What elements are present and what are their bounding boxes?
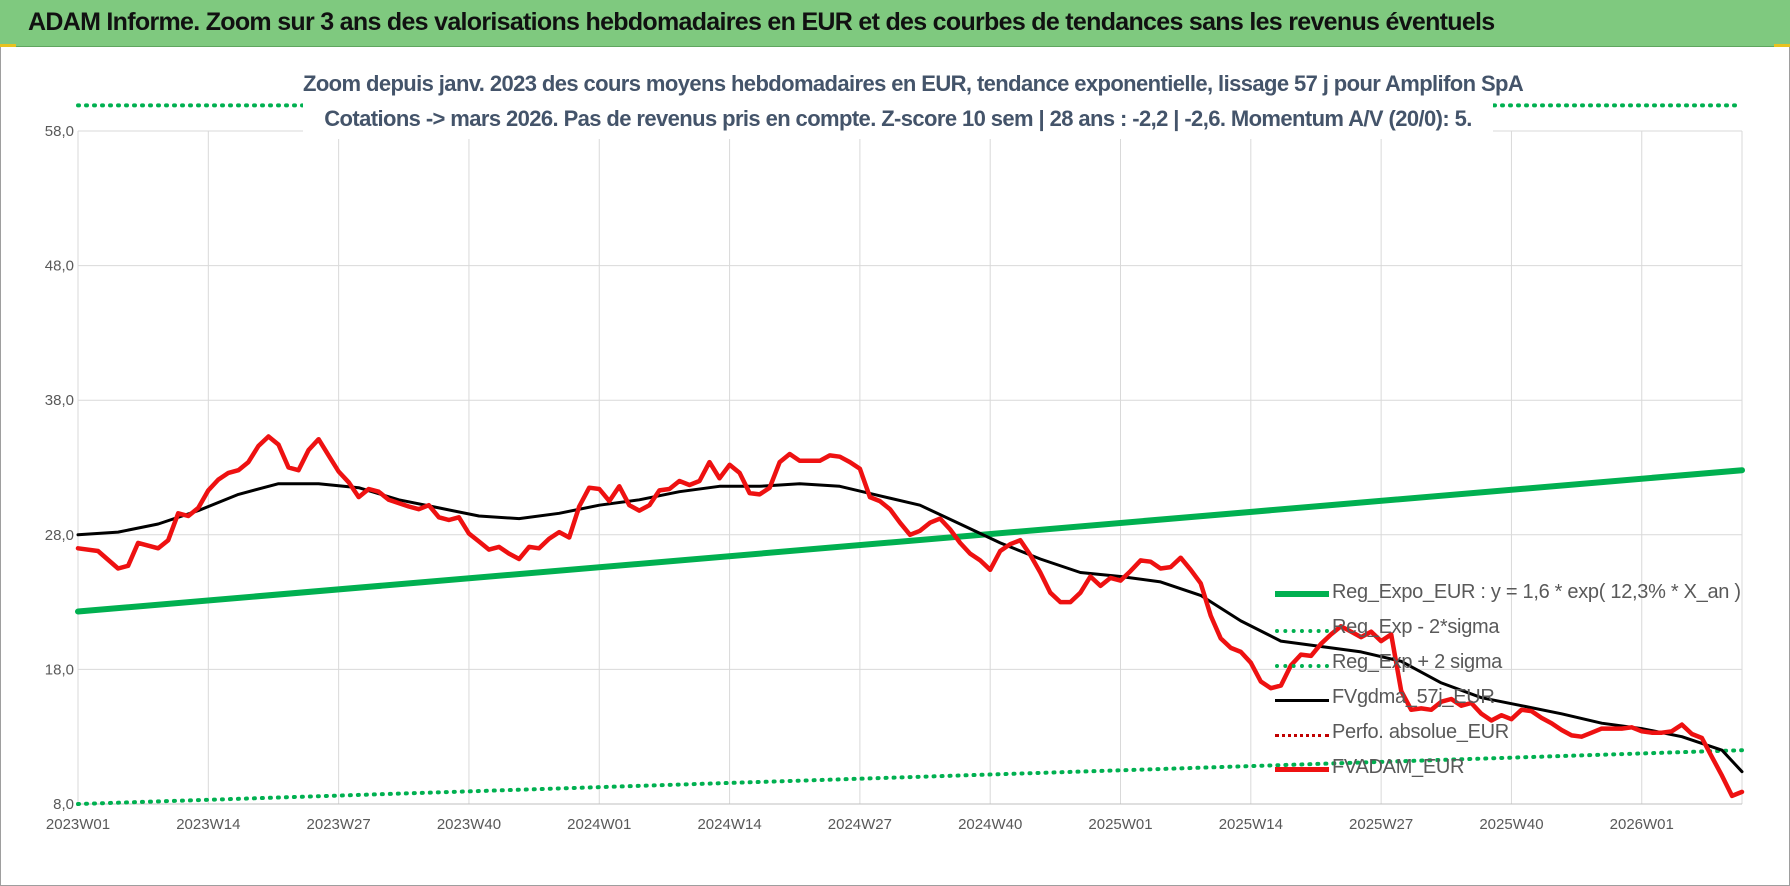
corner-mark-right: [1774, 44, 1790, 47]
y-tick-label: 38,0: [45, 392, 74, 409]
y-tick-label: 18,0: [45, 661, 74, 678]
legend-label-fvgdma: FVgdma_57j_EUR: [1332, 686, 1495, 708]
x-tick-label: 2024W01: [567, 816, 631, 833]
legend-item-reg-minus: Reg_Exp - 2*sigma: [1271, 613, 1741, 648]
legend-item-reg-expo: Reg_Expo_EUR : y = 1,6 * exp( 12,3% * X_…: [1271, 578, 1741, 613]
legend-item-reg-plus: Reg_Exp + 2 sigma: [1271, 648, 1741, 683]
legend-swatch-fvadam: [1275, 767, 1329, 772]
legend-swatch-reg-minus: [1275, 629, 1329, 633]
series-line-5: [75, 434, 1745, 799]
y-tick-label: 48,0: [45, 258, 74, 275]
legend-label-fvadam: FVADAM_EUR: [1332, 756, 1465, 778]
legend-swatch-fvgdma: [1275, 699, 1329, 702]
x-tick-label: 2024W14: [697, 816, 761, 833]
x-tick-label: 2023W40: [437, 816, 501, 833]
legend-item-fvgdma: FVgdma_57j_EUR: [1271, 683, 1741, 718]
x-tick-label: 2024W27: [828, 816, 892, 833]
page-header: ADAM Informe. Zoom sur 3 ans des valoris…: [0, 0, 1790, 47]
legend-swatch-reg-expo: [1275, 591, 1329, 597]
y-tick-label: 58,0: [45, 123, 74, 140]
chart-legend: Reg_Expo_EUR : y = 1,6 * exp( 12,3% * X_…: [1271, 578, 1741, 788]
legend-label-reg-expo: Reg_Expo_EUR : y = 1,6 * exp( 12,3% * X_…: [1332, 581, 1741, 603]
page-title: ADAM Informe. Zoom sur 3 ans des valoris…: [28, 8, 1495, 36]
series-line-3: [76, 482, 1744, 774]
legend-swatch-perfo: [1275, 734, 1329, 737]
corner-mark-left: [0, 44, 16, 47]
x-tick-label: 2025W01: [1088, 816, 1152, 833]
legend-label-reg-minus: Reg_Exp - 2*sigma: [1332, 616, 1500, 638]
x-tick-label: 2023W01: [46, 816, 110, 833]
legend-swatch-reg-plus: [1275, 664, 1329, 668]
x-tick-label: 2025W14: [1219, 816, 1283, 833]
x-tick-label: 2025W27: [1349, 816, 1413, 833]
x-tick-label: 2025W40: [1479, 816, 1543, 833]
series-line-0: [75, 467, 1745, 615]
x-axis-ticks: 2023W01 2023W14 2023W27 2023W40 2024W01 2024W…: [46, 816, 1674, 833]
y-axis-ticks: 8,0 18,0 28,0 38,0 48,0 58,0: [45, 123, 74, 813]
legend-item-perfo: Perfo. absolue_EUR: [1271, 718, 1741, 753]
legend-label-perfo: Perfo. absolue_EUR: [1332, 721, 1509, 743]
x-tick-label: 2023W14: [176, 816, 240, 833]
x-tick-label: 2026W01: [1610, 816, 1674, 833]
chart-subtitle-box: Zoom depuis janv. 2023 des cours moyens …: [303, 69, 1524, 139]
y-tick-label: 28,0: [45, 527, 74, 544]
legend-item-fvadam: FVADAM_EUR: [1271, 753, 1741, 788]
x-tick-label: 2024W40: [958, 816, 1022, 833]
series-line-1: [76, 748, 1744, 806]
chart-subtitle-line-2: Cotations -> mars 2026. Pas de revenus p…: [324, 106, 1472, 131]
chart-subtitle-line-1: Zoom depuis janv. 2023 des cours moyens …: [303, 71, 1524, 96]
y-tick-label: 8,0: [53, 796, 74, 813]
legend-label-reg-plus: Reg_Exp + 2 sigma: [1332, 651, 1502, 673]
x-tick-label: 2023W27: [307, 816, 371, 833]
